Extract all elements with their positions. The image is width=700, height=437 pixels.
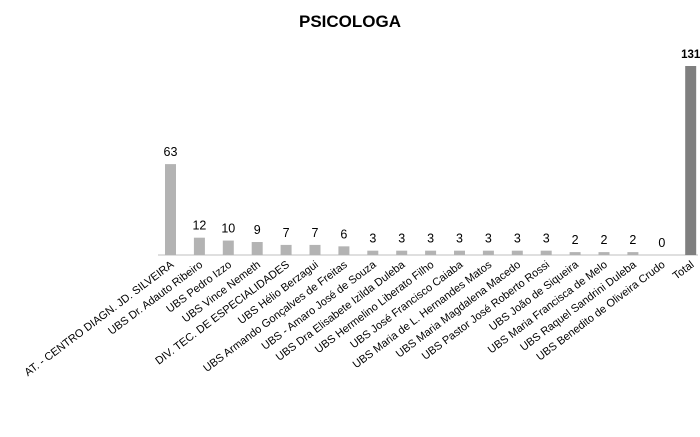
data-label-16: 2 <box>629 233 636 247</box>
data-label-18: 131 <box>681 49 700 61</box>
data-label-7: 3 <box>369 232 376 246</box>
bar-1 <box>193 237 205 255</box>
bar-7 <box>367 250 379 255</box>
bar-15 <box>598 252 610 255</box>
bar-16 <box>627 252 639 255</box>
data-label-15: 2 <box>601 233 608 247</box>
bar-3 <box>251 242 263 255</box>
data-label-10: 3 <box>456 232 463 246</box>
bar-6 <box>338 246 350 255</box>
data-label-1: 12 <box>192 219 206 233</box>
data-label-5: 7 <box>312 226 319 240</box>
data-label-8: 3 <box>398 232 405 246</box>
category-label-18: Total <box>671 259 697 283</box>
data-label-11: 3 <box>485 232 492 246</box>
data-label-6: 6 <box>340 227 347 241</box>
data-label-9: 3 <box>427 232 434 246</box>
bar-13 <box>540 250 552 255</box>
category-label-0: AT. - CENTRO DIAGN. JD. SILVEIRA <box>22 258 176 378</box>
data-label-14: 2 <box>572 233 579 247</box>
data-label-12: 3 <box>514 232 521 246</box>
bar-5 <box>309 244 321 255</box>
data-label-3: 9 <box>254 223 261 237</box>
data-label-0: 63 <box>164 145 178 159</box>
bar-0 <box>165 164 176 255</box>
bar-9 <box>425 250 437 255</box>
bar-14 <box>569 252 581 255</box>
data-label-2: 10 <box>221 222 235 236</box>
data-label-4: 7 <box>283 226 290 240</box>
bar-10 <box>454 250 465 255</box>
bars-group <box>165 66 697 255</box>
bar-2 <box>222 240 234 255</box>
bar-12 <box>511 250 523 255</box>
data-label-13: 3 <box>543 232 550 246</box>
bar-8 <box>396 250 408 255</box>
bar-18 <box>685 66 697 255</box>
chart-title: PSICOLOGA <box>299 12 401 31</box>
data-label-17: 0 <box>658 236 665 250</box>
bar-11 <box>482 250 494 255</box>
bar-4 <box>280 244 292 255</box>
